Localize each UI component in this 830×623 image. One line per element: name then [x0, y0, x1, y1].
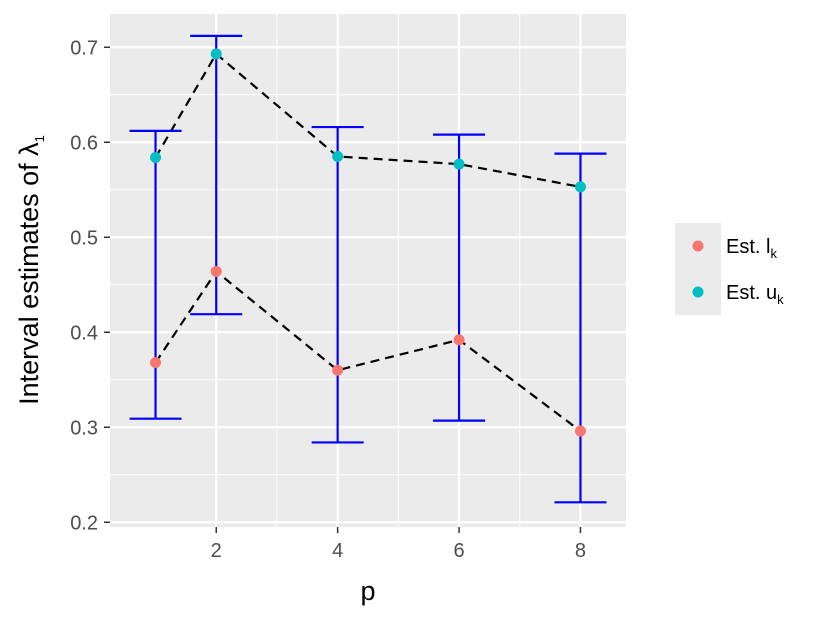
- y-tick-label: 0.6: [70, 132, 98, 154]
- data-point-series-1: [574, 425, 586, 437]
- axes: 0.2 0.3 0.4 0.5 0.6 0.7 2 4 6 8: [70, 37, 586, 562]
- y-axis-title-text: Interval estimates of: [14, 156, 44, 405]
- data-point-series-1: [453, 334, 465, 346]
- data-point-series-1: [150, 357, 162, 369]
- legend-label-text: Est. l: [726, 236, 770, 258]
- data-point-series-1: [210, 265, 222, 277]
- data-point-series-2: [210, 48, 222, 60]
- legend-label: Est. lk: [726, 236, 777, 261]
- data-point-series-2: [453, 158, 465, 170]
- x-tick-label: 8: [575, 540, 586, 562]
- plot-panel: [110, 14, 626, 527]
- legend-key-dot: [692, 286, 704, 298]
- y-tick-label: 0.5: [70, 227, 98, 249]
- data-point-series-2: [332, 151, 344, 162]
- y-tick-label: 0.4: [70, 322, 98, 344]
- x-tick-label: 6: [453, 540, 464, 562]
- data-points: [150, 48, 586, 437]
- legend-label-text: Est. u: [726, 282, 777, 304]
- y-tick-label: 0.7: [70, 37, 98, 59]
- legend-label: Est. uk: [726, 282, 784, 307]
- x-tick-label: 4: [332, 540, 343, 562]
- data-point-series-2: [574, 181, 586, 193]
- y-axis-title-symbol: λ: [14, 142, 44, 156]
- y-tick-label: 0.2: [70, 512, 98, 534]
- grid-minor: [110, 14, 626, 527]
- y-tick-label: 0.3: [70, 417, 98, 439]
- legend-label-subscript: k: [777, 292, 784, 307]
- legend-key-dot: [692, 240, 704, 252]
- data-point-series-2: [150, 151, 162, 163]
- x-tick-label: 2: [211, 540, 222, 562]
- y-axis-title: Interval estimates of λ1: [14, 135, 47, 405]
- data-point-series-1: [332, 364, 344, 376]
- connector-line-series-1: [154, 269, 582, 432]
- x-axis-title: p: [360, 576, 375, 606]
- legend-label-subscript: k: [770, 246, 777, 261]
- y-axis-title-subscript: 1: [32, 135, 47, 142]
